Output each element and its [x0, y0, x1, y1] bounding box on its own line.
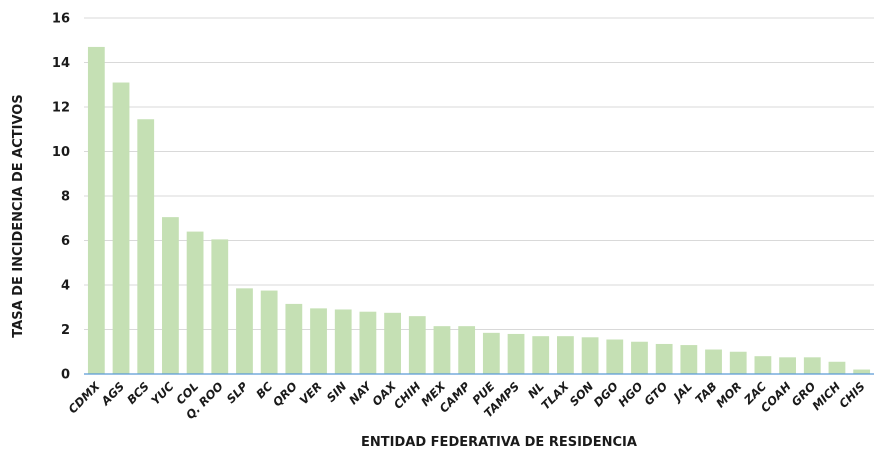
- x-tick-label: MOR: [713, 379, 744, 410]
- bar-coah: [779, 357, 796, 374]
- x-tick-label: QRO: [270, 379, 300, 409]
- bar-tlax: [557, 336, 574, 374]
- bar-son: [581, 337, 599, 374]
- bar-bcs: [137, 119, 155, 374]
- bar-slp: [236, 288, 253, 374]
- x-tick-label: GTO: [641, 379, 670, 408]
- bar-chih: [408, 316, 426, 374]
- x-tick-label: CDMX: [65, 378, 103, 416]
- x-tick-label: YUC: [148, 379, 177, 408]
- y-tick-label: 14: [52, 56, 70, 71]
- y-tick-label: 10: [52, 145, 70, 160]
- bar-ags: [112, 82, 130, 375]
- bars: [87, 46, 871, 375]
- x-tick-label: AGS: [98, 379, 127, 408]
- bar-nay: [359, 311, 377, 374]
- bar-hgo: [631, 341, 648, 374]
- x-tick-label: SON: [567, 379, 597, 409]
- y-tick-label: 2: [61, 323, 70, 338]
- x-tick-label: VER: [297, 379, 325, 407]
- bar-ver: [310, 308, 327, 374]
- bar-qro: [285, 303, 303, 374]
- bar-gto: [655, 343, 673, 374]
- bar-yuc: [162, 217, 179, 374]
- y-tick-label: 8: [61, 190, 70, 205]
- y-tick-label: 4: [61, 279, 70, 294]
- bar-cdmx: [87, 46, 105, 375]
- bar-mich: [828, 361, 846, 374]
- bar-q-roo: [211, 239, 229, 374]
- x-tick-label: CHIH: [391, 379, 424, 412]
- x-tick-label: SLP: [224, 379, 251, 406]
- bar-pue: [482, 332, 500, 374]
- y-tick-label: 0: [61, 368, 70, 383]
- x-tick-label: MICH: [809, 379, 843, 413]
- bar-zac: [754, 356, 772, 374]
- y-tick-label: 16: [52, 12, 70, 27]
- x-axis-title: ENTIDAD FEDERATIVA DE RESIDENCIA: [361, 435, 637, 450]
- y-axis-ticks: 0 2 4 6 8 10 12 14 16: [52, 12, 70, 383]
- x-tick-label: BCS: [124, 379, 152, 407]
- bar-sin: [334, 309, 352, 374]
- bar-gro: [803, 357, 821, 374]
- bar-tab: [705, 349, 722, 374]
- y-tick-label: 12: [52, 101, 70, 116]
- bar-bc: [260, 290, 278, 374]
- bar-mor: [729, 351, 747, 374]
- bar-jal: [680, 345, 698, 374]
- x-tick-label: JAL: [669, 379, 695, 405]
- x-tick-label: TLAX: [538, 378, 572, 412]
- x-tick-label: NAY: [346, 378, 375, 407]
- x-tick-label: CHIS: [836, 379, 868, 411]
- bar-tamps: [507, 333, 525, 374]
- bar-nl: [532, 336, 550, 374]
- bar-dgo: [606, 339, 624, 374]
- bar-oax: [384, 312, 401, 374]
- bar-mex: [433, 326, 451, 374]
- bar-chis: [853, 369, 871, 374]
- bar-camp: [458, 326, 476, 374]
- x-tick-label: SIN: [324, 379, 350, 405]
- bar-col: [186, 231, 204, 374]
- x-tick-label: DGO: [591, 379, 621, 409]
- y-tick-label: 6: [61, 234, 70, 249]
- y-axis-title: TASA DE INCIDENCIA DE ACTIVOS: [11, 94, 26, 337]
- x-tick-label: HGO: [615, 379, 645, 409]
